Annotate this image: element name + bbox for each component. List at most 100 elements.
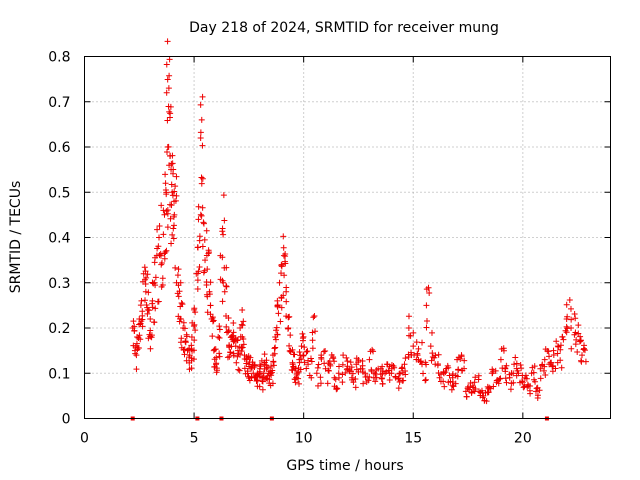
data-point — [190, 347, 197, 354]
data-point — [322, 348, 329, 355]
data-point — [371, 369, 378, 376]
data-point — [287, 332, 294, 339]
data-point — [206, 291, 213, 298]
data-point — [144, 310, 151, 317]
data-point — [162, 187, 169, 194]
data-point — [420, 370, 427, 377]
data-point — [223, 323, 230, 330]
data-point — [156, 252, 163, 259]
data-point — [142, 297, 149, 304]
data-point — [133, 366, 140, 373]
data-point — [423, 324, 430, 331]
data-point — [253, 377, 260, 384]
data-point — [282, 253, 289, 260]
data-point — [397, 370, 404, 377]
data-point — [313, 370, 320, 377]
data-point — [395, 376, 402, 383]
data-point — [493, 377, 500, 384]
data-point — [315, 361, 322, 368]
data-point — [469, 382, 476, 389]
data-point — [325, 367, 332, 374]
data-point — [226, 353, 233, 360]
data-point — [273, 327, 280, 334]
data-point — [299, 337, 306, 344]
data-point — [395, 385, 402, 392]
data-point — [199, 175, 206, 182]
data-point — [166, 108, 173, 115]
data-point — [399, 377, 406, 384]
data-point — [266, 376, 273, 383]
data-point — [332, 376, 339, 383]
data-point — [213, 360, 220, 367]
data-point — [524, 381, 531, 388]
data-point — [152, 274, 159, 281]
data-point — [423, 302, 430, 309]
data-point — [339, 361, 346, 368]
x-tick-label: 15 — [404, 431, 422, 447]
data-point — [342, 369, 349, 376]
data-point — [225, 328, 232, 335]
data-point — [582, 358, 589, 365]
data-point — [395, 375, 402, 382]
data-point — [197, 134, 204, 141]
data-point — [510, 370, 517, 377]
data-point — [379, 380, 386, 387]
y-axis-label: SRMTID / TECUs — [8, 181, 24, 294]
data-point — [172, 183, 179, 190]
data-point — [385, 367, 392, 374]
data-point — [531, 363, 538, 370]
data-point — [369, 346, 376, 353]
data-point — [239, 322, 246, 329]
data-point — [301, 344, 308, 351]
data-point — [458, 353, 465, 360]
data-point — [131, 323, 138, 330]
data-point — [386, 377, 393, 384]
data-point — [398, 365, 405, 372]
data-point — [142, 280, 149, 287]
data-point — [199, 142, 206, 149]
data-point — [272, 336, 279, 343]
data-point — [402, 368, 409, 375]
data-point — [213, 354, 220, 361]
data-point — [581, 347, 588, 354]
data-point — [557, 357, 564, 364]
data-point — [169, 160, 176, 167]
data-point — [146, 307, 153, 314]
data-point — [280, 233, 287, 240]
data-point — [577, 337, 584, 344]
data-point — [426, 289, 433, 296]
data-point — [580, 346, 587, 353]
data-point — [568, 316, 575, 323]
data-point — [158, 283, 165, 290]
data-point — [567, 305, 574, 312]
data-point — [457, 356, 464, 363]
data-point — [288, 366, 295, 373]
data-point — [410, 343, 417, 350]
data-point — [168, 202, 175, 209]
data-point — [472, 385, 479, 392]
data-point — [464, 385, 471, 392]
data-point — [325, 367, 332, 374]
data-point — [349, 370, 356, 377]
data-point — [235, 366, 242, 373]
data-point — [223, 264, 230, 271]
data-point — [165, 85, 172, 92]
data-point — [352, 384, 359, 391]
data-point — [519, 379, 526, 386]
data-point — [563, 323, 570, 330]
data-point — [471, 379, 478, 386]
data-point — [305, 357, 312, 364]
data-point — [183, 333, 190, 340]
data-point — [219, 254, 226, 261]
data-point — [152, 305, 159, 312]
data-point — [506, 374, 513, 381]
data-point — [247, 354, 254, 361]
data-point — [280, 292, 287, 299]
data-point — [422, 377, 429, 384]
data-point — [441, 383, 448, 390]
data-point — [454, 373, 461, 380]
data-point — [300, 352, 307, 359]
data-point — [308, 358, 315, 365]
data-point — [370, 348, 377, 355]
data-point — [209, 333, 216, 340]
